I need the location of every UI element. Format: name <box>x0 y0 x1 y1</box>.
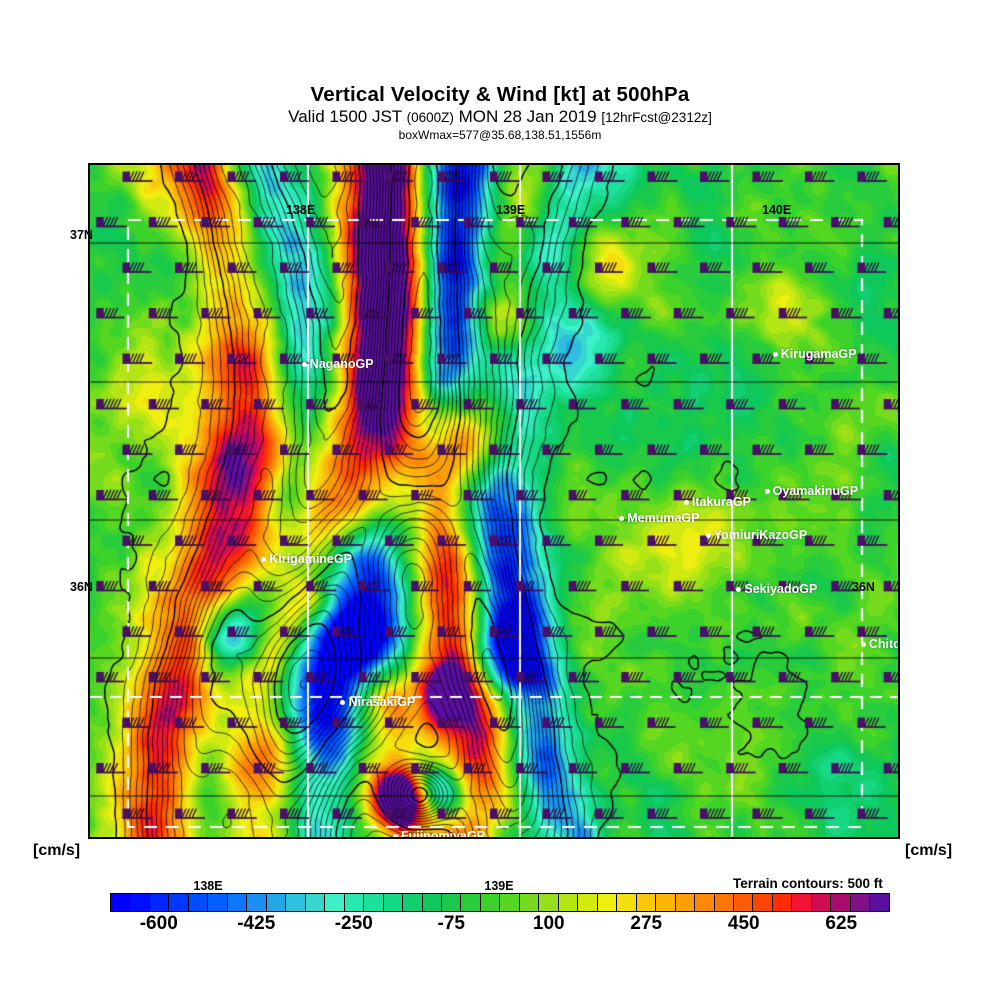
lat-label-left-36n: 36N <box>70 580 93 594</box>
colorbar-segment <box>772 894 793 911</box>
colorbar-segment <box>480 894 501 911</box>
lon-label-bottom-138e: 138E <box>193 879 223 893</box>
colorbar-segment <box>695 894 715 911</box>
colorbar-segment <box>500 894 520 911</box>
colorbar-segment <box>597 894 618 911</box>
colorbar-tick-label: -600 <box>139 913 178 934</box>
lon-label-bottom-139e: 139E <box>484 879 514 893</box>
units-left: [cm/s] <box>33 842 81 859</box>
colorbar-segment <box>286 894 306 911</box>
colorbar-segment <box>422 894 442 911</box>
colorbar-segment <box>656 894 676 911</box>
valid-date: MON 28 Jan 2019 <box>458 107 597 126</box>
colorbar-segment <box>558 894 579 911</box>
colorbar-segment <box>636 894 657 911</box>
colorbar-segment <box>266 894 287 911</box>
lon-label-top-138e: 138E <box>286 203 316 217</box>
colorbar-segment <box>305 894 326 911</box>
units-right: [cm/s] <box>905 842 953 859</box>
terrain-contour-note: Terrain contours: 500 ft <box>733 876 883 891</box>
colorbar-tick-labels: -600 -425 -250 -75 100 275 450 625 <box>0 913 1000 943</box>
colorbar-segment <box>344 894 365 911</box>
colorbar-segment <box>675 894 696 911</box>
colorbar-segment <box>325 894 345 911</box>
colorbar-segment <box>403 894 423 911</box>
colorbar-segment <box>441 894 462 911</box>
lat-label-right-36n: 36N <box>852 580 875 594</box>
colorbar-tick-label: -250 <box>334 913 373 934</box>
colorbar-tick-label: -75 <box>437 913 465 934</box>
colorbar-tick-label: -425 <box>237 913 276 934</box>
page-title: Vertical Velocity & Wind [kt] at 500hPa <box>310 83 690 106</box>
colorbar-segment <box>383 894 404 911</box>
title-block: Vertical Velocity & Wind [kt] at 500hPa … <box>0 83 1000 143</box>
map-panel[interactable]: NaganoGP KirugamaGP OyamakinuGP ItakuraGP Me… <box>88 163 900 839</box>
contours-and-wind-barbs <box>90 165 898 837</box>
colorbar-segment <box>811 894 832 911</box>
colorbar-segment <box>519 894 540 911</box>
colorbar-segment <box>831 894 851 911</box>
valid-main: Valid 1500 JST <box>288 107 402 126</box>
colorbar-tick-label: 450 <box>727 913 760 934</box>
colorbar-segment <box>714 894 734 911</box>
colorbar-segment <box>169 894 189 911</box>
colorbar-segment <box>870 894 889 911</box>
colorbar-segment <box>130 894 150 911</box>
colorbar-segment <box>247 894 267 911</box>
boxwmax-annotation: boxWmax=577@35.68,138.51,1556m <box>398 128 602 142</box>
colorbar-segment <box>792 894 812 911</box>
colorbar-segment <box>364 894 384 911</box>
colorbar-tick-label: 100 <box>532 913 565 934</box>
lon-label-top-140e: 140E <box>762 203 792 217</box>
colorbar-tick-label: 275 <box>630 913 663 934</box>
colorbar-segment <box>208 894 228 911</box>
colorbar-segment <box>734 894 754 911</box>
valid-time-line: Valid 1500 JST (0600Z) MON 28 Jan 2019 [… <box>0 107 1000 128</box>
colorbar[interactable] <box>110 893 890 912</box>
lon-label-top-139e: 139E <box>496 203 526 217</box>
colorbar-segment <box>850 894 871 911</box>
valid-utc: (0600Z) <box>406 110 454 125</box>
colorbar-segment <box>461 894 481 911</box>
forecast-tag: [12hrFcst@2312z] <box>601 110 712 125</box>
colorbar-segment <box>227 894 248 911</box>
lat-label-left-37n: 37N <box>70 228 93 242</box>
colorbar-segment <box>617 894 637 911</box>
colorbar-segment <box>753 894 773 911</box>
colorbar-segment <box>111 894 131 911</box>
colorbar-segment <box>188 894 209 911</box>
colorbar-tick-label: 625 <box>825 913 858 934</box>
colorbar-segment <box>539 894 559 911</box>
colorbar-segment <box>578 894 598 911</box>
colorbar-segment <box>149 894 170 911</box>
